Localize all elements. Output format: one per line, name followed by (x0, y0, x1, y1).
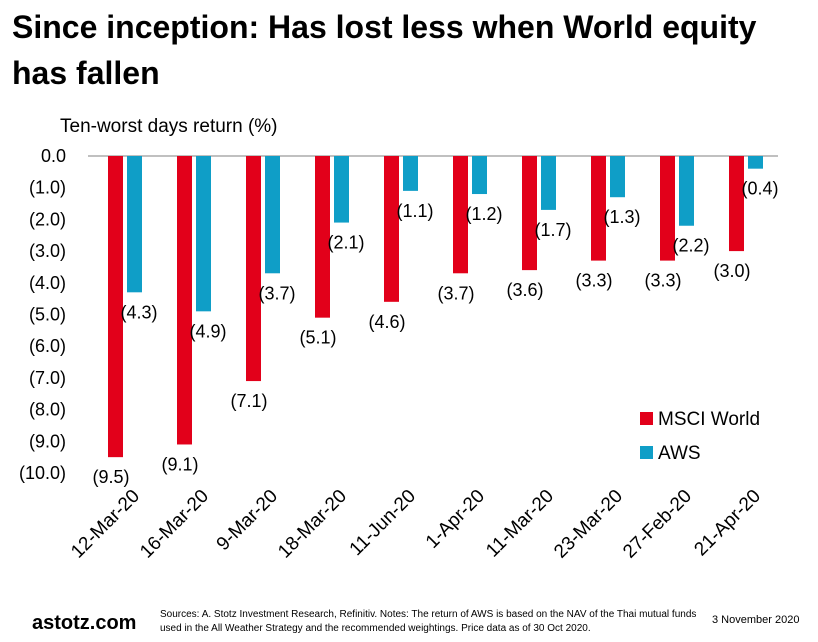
msci-data-label-eighth: (3.3) (575, 271, 612, 291)
aws-data-label-eighth: (1.3) (603, 207, 640, 227)
aws-data-label-sixth: (1.2) (465, 204, 502, 224)
x-tick-label-third: 9-Mar-20 (213, 486, 282, 555)
msci-bar-sixth (453, 156, 468, 274)
aws-bar-sixth (472, 156, 487, 195)
legend-label-msci: MSCI World (658, 409, 760, 430)
aws-data-label-fifth: (1.1) (396, 201, 433, 221)
aws-data-label-ninth: (2.2) (672, 236, 709, 256)
aws-data-label-third: (3.7) (258, 283, 295, 303)
aws-bar-eighth (610, 156, 625, 198)
y-tick-label: (6.0) (29, 336, 66, 356)
aws-bar-ninth (679, 156, 694, 226)
aws-data-label-first: (4.3) (120, 302, 157, 322)
aws-data-label-second: (4.9) (189, 321, 226, 341)
msci-data-label-fourth: (5.1) (299, 328, 336, 348)
legend-label-aws: AWS (658, 443, 701, 464)
msci-bar-tenth (729, 156, 744, 252)
msci-data-label-tenth: (3.0) (713, 261, 750, 281)
y-tick-label: (8.0) (29, 400, 66, 420)
msci-data-label-third: (7.1) (230, 391, 267, 411)
msci-bar-fourth (315, 156, 330, 318)
aws-data-label-tenth: (0.4) (741, 179, 778, 199)
aws-data-label-fourth: (2.1) (327, 233, 364, 253)
aws-bar-fourth (334, 156, 349, 223)
x-tick-label-seventh: 11-Mar-20 (482, 486, 558, 562)
msci-data-label-fifth: (4.6) (368, 312, 405, 332)
msci-bar-third (246, 156, 261, 382)
legend-swatch-msci (640, 412, 653, 425)
source-note: Sources: A. Stotz Investment Research, R… (160, 609, 697, 634)
msci-bar-first (108, 156, 123, 458)
y-axis-label: Ten-worst days return (%) (60, 116, 278, 137)
x-tick-label-second: 16-Mar-20 (136, 486, 213, 563)
aws-bar-first (127, 156, 142, 293)
aws-bar-tenth (748, 156, 763, 169)
msci-data-label-sixth: (3.7) (437, 283, 474, 303)
aws-bar-seventh (541, 156, 556, 210)
msci-data-label-ninth: (3.3) (644, 271, 681, 291)
aws-data-label-seventh: (1.7) (534, 220, 571, 240)
y-tick-label: (2.0) (29, 209, 66, 229)
aws-bar-third (265, 156, 280, 274)
y-tick-label: (3.0) (29, 241, 66, 261)
x-tick-label-tenth: 21-Apr-20 (690, 486, 765, 561)
msci-data-label-first: (9.5) (92, 467, 129, 487)
x-tick-label-first: 12-Mar-20 (67, 486, 144, 563)
y-tick-label: 0.0 (41, 146, 66, 166)
x-tick-label-sixth: 1-Apr-20 (422, 486, 489, 553)
y-tick-label: (1.0) (29, 178, 66, 198)
brand-logo-text: astotz.com (32, 612, 137, 634)
msci-data-label-seventh: (3.6) (506, 280, 543, 300)
y-tick-label: (5.0) (29, 305, 66, 325)
bar-chart: 0.0 (1.0) (2.0) (3.0) (4.0) (5.0) (6.0) (7.0) (8… (19, 146, 779, 563)
msci-bar-eighth (591, 156, 606, 261)
legend-swatch-aws (640, 446, 653, 459)
msci-bar-fifth (384, 156, 399, 302)
y-tick-label: (4.0) (29, 273, 66, 293)
x-tick-label-ninth: 27-Feb-20 (619, 486, 696, 563)
y-tick-label: (7.0) (29, 368, 66, 388)
y-tick-label: (10.0) (19, 463, 66, 483)
x-tick-label-fourth: 18-Mar-20 (274, 486, 351, 563)
x-tick-label-fifth: 11-Jun-20 (346, 486, 420, 560)
msci-data-label-second: (9.1) (161, 454, 198, 474)
msci-bar-seventh (522, 156, 537, 271)
y-tick-label: (9.0) (29, 431, 66, 451)
chart-title: Since inception: Has lost less when Worl… (12, 9, 757, 91)
x-tick-label-eighth: 23-Mar-20 (550, 486, 627, 563)
report-date: 3 November 2020 (712, 614, 800, 626)
aws-bar-fifth (403, 156, 418, 191)
msci-bar-ninth (660, 156, 675, 261)
msci-bar-second (177, 156, 192, 445)
aws-bar-second (196, 156, 211, 312)
